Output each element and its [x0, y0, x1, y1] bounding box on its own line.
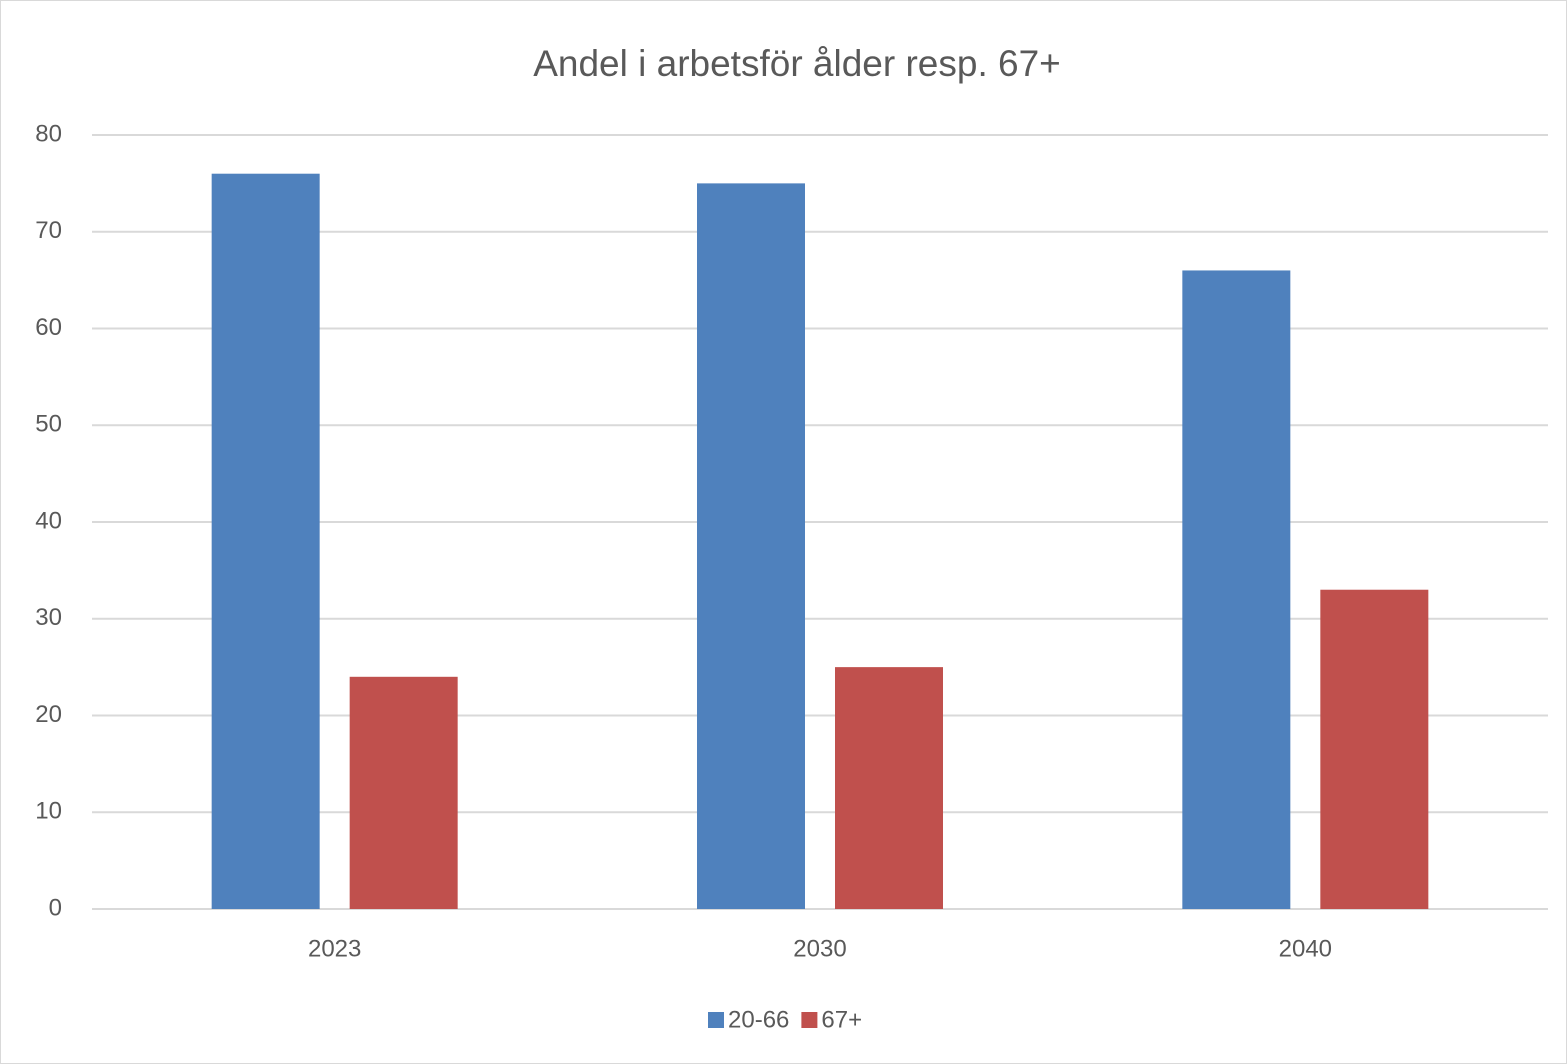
bar: [697, 183, 805, 909]
legend-swatch: [801, 1012, 818, 1028]
chart-title: Andel i arbetsför ålder resp. 67+: [533, 43, 1061, 84]
bar: [211, 173, 320, 909]
y-tick-label: 50: [35, 411, 62, 438]
bar: [1320, 589, 1429, 909]
legend-label: 67+: [821, 1006, 862, 1033]
x-tick-label: 2040: [1279, 935, 1332, 962]
y-tick-label: 40: [35, 507, 62, 534]
legend-label: 20-66: [728, 1006, 789, 1033]
y-tick-label: 60: [35, 314, 62, 341]
bar: [835, 667, 943, 909]
x-tick-label: 2023: [308, 935, 361, 962]
bar: [349, 676, 458, 909]
y-tick-label: 30: [35, 604, 62, 631]
bar: [1182, 270, 1291, 909]
y-tick-label: 20: [35, 701, 62, 728]
y-tick-label: 0: [49, 894, 62, 921]
y-tick-label: 80: [35, 120, 62, 147]
y-tick-label: 10: [35, 798, 62, 825]
y-tick-label: 70: [35, 217, 62, 244]
x-tick-label: 2030: [793, 935, 846, 962]
legend-swatch: [708, 1012, 724, 1028]
